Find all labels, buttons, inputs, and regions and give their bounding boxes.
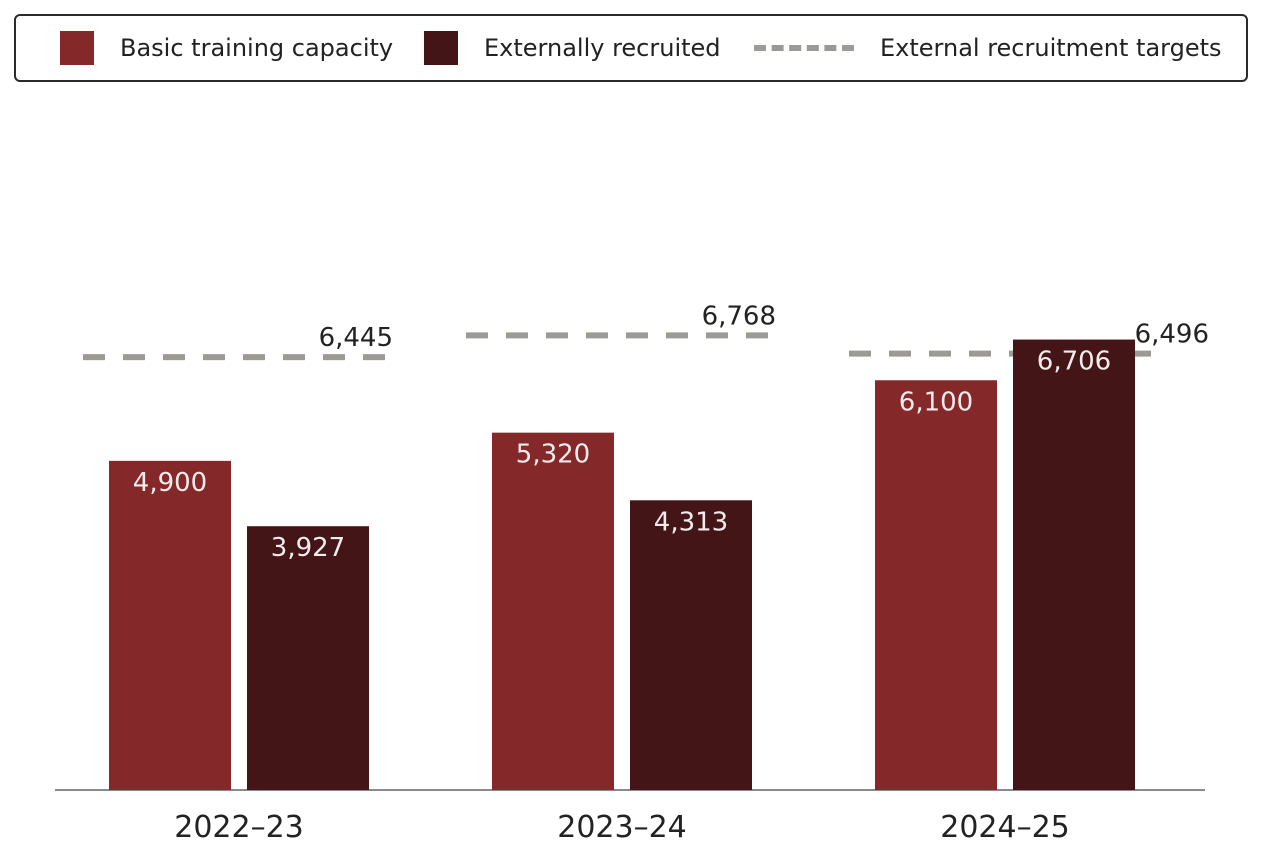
bar-basic-training-202324 bbox=[492, 432, 614, 790]
bar-externally-recruited-202425 bbox=[1013, 339, 1135, 790]
category-label-202425: 2024–25 bbox=[940, 810, 1070, 845]
bar-basic-training-202425 bbox=[875, 380, 997, 790]
bar-label-externally-recruited-202223: 3,927 bbox=[271, 533, 345, 563]
category-label-202324: 2023–24 bbox=[557, 810, 687, 845]
bar-basic-training-202223 bbox=[109, 460, 231, 790]
legend-item-externally-recruited: Externally recruited bbox=[424, 16, 721, 80]
category-label-202223: 2022–23 bbox=[174, 810, 304, 845]
legend-label-externally-recruited: Externally recruited bbox=[484, 34, 721, 62]
chart-marks: 4,900 3,927 6,445 2022–23 5,320 4,313 6,768 202… bbox=[83, 301, 1209, 845]
target-label-202425: 6,496 bbox=[1135, 320, 1209, 350]
bar-label-externally-recruited-202425: 6,706 bbox=[1037, 347, 1111, 377]
bar-label-basic-training-202324: 5,320 bbox=[516, 440, 590, 470]
bar-label-basic-training-202223: 4,900 bbox=[133, 468, 207, 498]
target-label-202223: 6,445 bbox=[319, 323, 393, 353]
target-label-202324: 6,768 bbox=[702, 301, 776, 331]
legend: Basic training capacity Externally recru… bbox=[14, 14, 1248, 82]
bar-label-basic-training-202425: 6,100 bbox=[899, 387, 973, 417]
legend-item-basic-training: Basic training capacity bbox=[60, 16, 393, 80]
legend-label-recruitment-targets: External recruitment targets bbox=[880, 34, 1222, 62]
bar-label-externally-recruited-202324: 4,313 bbox=[654, 507, 728, 537]
legend-swatch-externally-recruited bbox=[424, 31, 458, 65]
legend-swatch-basic-training bbox=[60, 31, 94, 65]
legend-item-recruitment-targets: External recruitment targets bbox=[754, 16, 1222, 80]
legend-label-basic-training: Basic training capacity bbox=[120, 34, 394, 62]
legend-dash-recruitment-targets bbox=[754, 45, 854, 51]
bar-externally-recruited-202324 bbox=[630, 500, 752, 790]
bar-externally-recruited-202223 bbox=[247, 526, 369, 790]
